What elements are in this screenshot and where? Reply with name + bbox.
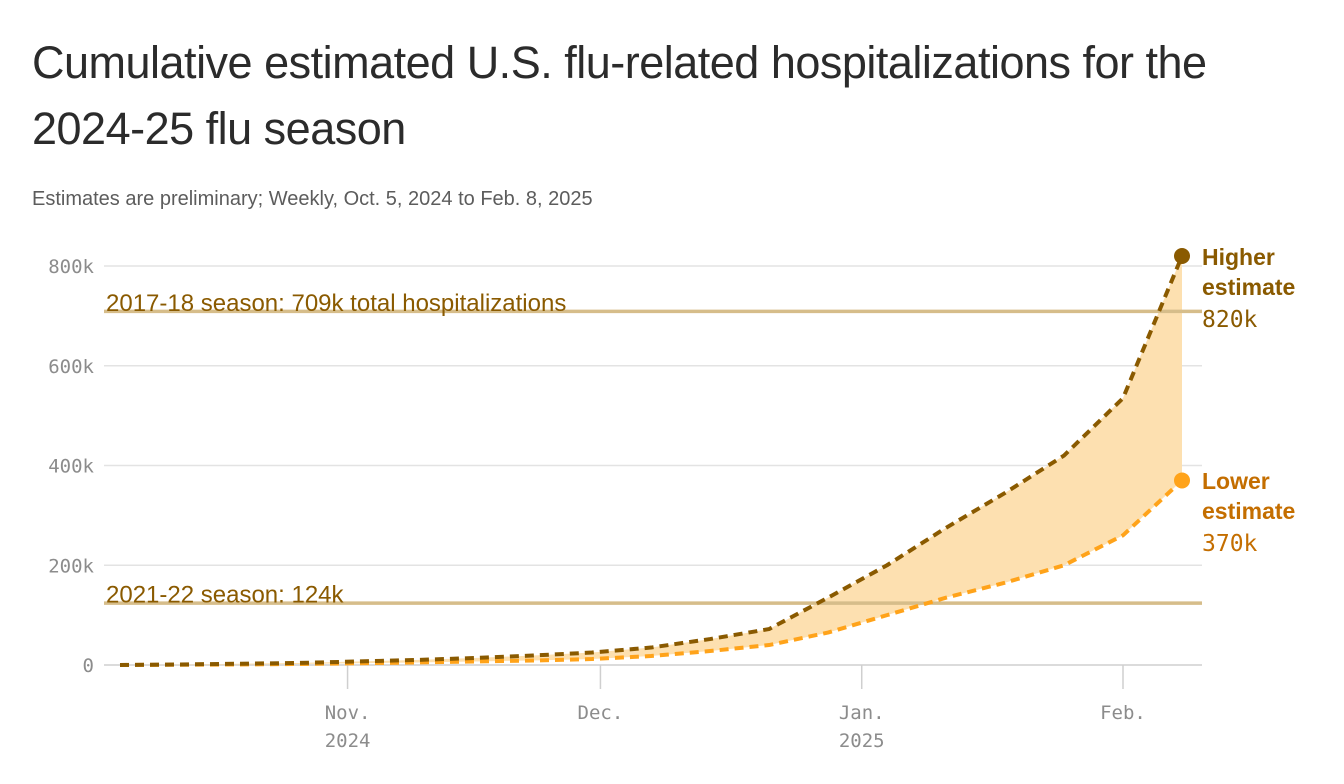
lower-estimate-value: 370k [1202,531,1258,557]
chart-title: Cumulative estimated U.S. flu-related ho… [32,37,1207,154]
chart-subtitle: Estimates are preliminary; Weekly, Oct. … [32,188,593,210]
x-tick-label: Jan. [839,702,885,724]
lower-estimate-line [119,478,1184,667]
higher-estimate-value: 820k [1202,307,1258,333]
y-tick-label: 0 [83,655,94,677]
y-tick-label: 400k [48,456,94,478]
x-tick-sublabel: 2025 [839,730,885,752]
lower-estimate-endpoint [1174,472,1190,489]
lower-estimate-label: Lower estimate [1202,468,1295,524]
axes: 0 200k 400k 600k 800k Nov. 2024 Dec. Jan. 2025 Feb… [48,256,1146,752]
estimate-range-band [120,256,1182,665]
reference-line-label: 2017-18 season: 709k total hospitalizati… [106,290,566,317]
reference-lines: 2017-18 season: 709k total hospitalizati… [104,290,1202,609]
higher-estimate-endpoint [1174,248,1190,265]
x-tick-label: Nov. [325,702,371,724]
end-labels: Higher estimate 820k Lower estimate 370k [1202,244,1295,557]
y-tick-label: 600k [48,356,94,378]
gridlines [104,265,1202,666]
series-lines [119,248,1190,667]
x-tick-sublabel: 2024 [325,730,371,752]
estimate-range-area [120,256,1182,665]
x-tick-label: Feb. [1100,702,1146,724]
y-tick-label: 200k [48,555,94,577]
y-tick-label: 800k [48,256,94,278]
reference-line-label: 2021-22 season: 124k [106,582,345,609]
higher-estimate-label: Higher estimate [1202,244,1295,300]
higher-estimate-line [119,255,1184,667]
x-tick-label: Dec. [578,702,624,724]
